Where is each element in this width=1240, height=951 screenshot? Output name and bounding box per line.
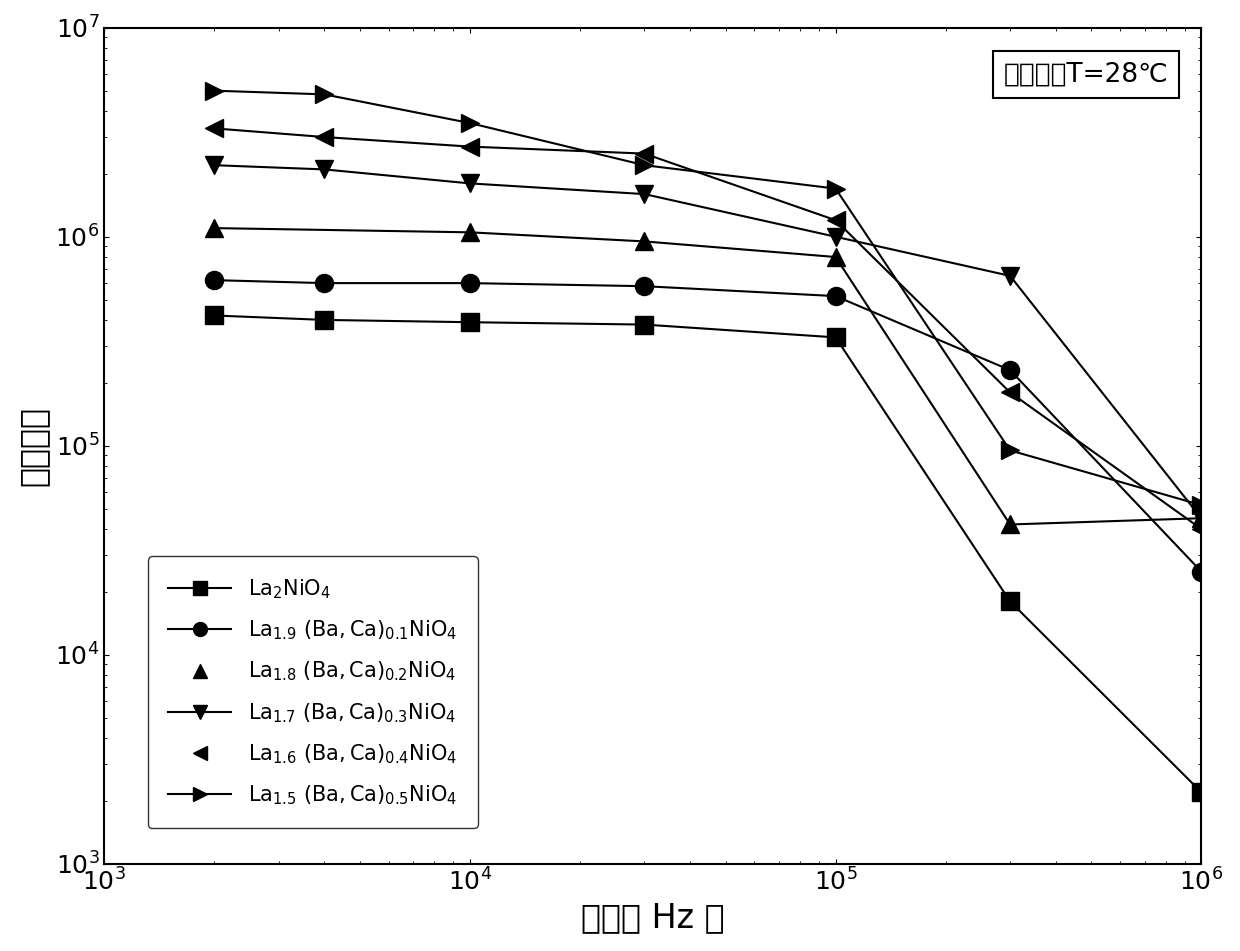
Y-axis label: 介电常数: 介电常数 <box>16 406 50 486</box>
X-axis label: 频率（ Hz ）: 频率（ Hz ） <box>582 902 724 934</box>
Text: 测试温度T=28℃: 测试温度T=28℃ <box>1003 61 1168 87</box>
Legend: $\rm La_2NiO_4$, $\rm La_{1.9}\ (Ba,Ca)_{0.1}NiO_4$, $\rm La_{1.8}\ (Ba,Ca)_{0.2: $\rm La_2NiO_4$, $\rm La_{1.9}\ (Ba,Ca)_… <box>148 556 477 828</box>
